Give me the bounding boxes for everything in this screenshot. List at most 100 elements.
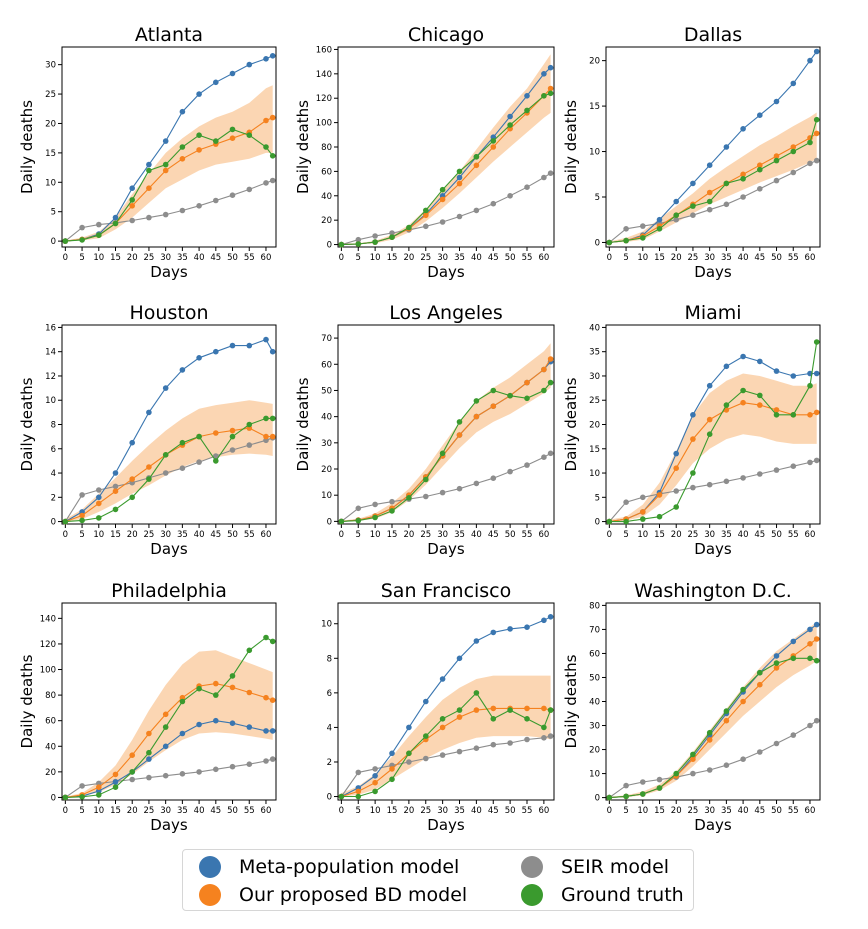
philadelphia-ytick-label: 100 [40,666,56,676]
legend-item-truth: Ground truth [521,882,684,908]
philadelphia-truth-line [65,636,273,798]
los-angeles-truth-point [473,398,480,404]
san-francisco-truth-point [473,690,480,696]
los-angeles-truth-point [456,419,463,425]
chicago-ytick-label: 20 [321,216,332,226]
legend-item-seir: SEIR model [521,854,669,880]
san-francisco-truth-point [389,776,395,783]
miami-xtick-label: 40 [738,530,749,540]
dallas-xtick-label: 55 [788,253,799,263]
miami-xlabel: Days [694,540,732,558]
chicago-seir-point [439,219,446,225]
houston-xtick-label: 25 [144,530,155,540]
dallas-ylabel: Daily deaths [562,100,580,194]
los-angeles-xtick-label: 25 [420,530,431,540]
los-angeles-seir-point [372,501,378,508]
miami-xtick-label: 60 [805,530,816,540]
miami-seir-line [608,459,817,522]
atlanta-xtick-label: 60 [261,253,272,263]
los-angeles-ytick-label: 30 [321,439,332,449]
san-francisco-meta-point [524,624,530,630]
philadelphia-bd-point [246,689,253,696]
philadelphia-bd-line [65,683,273,798]
atlanta-seir-point [196,203,202,209]
atlanta-seir-point [129,217,135,224]
philadelphia-seir-point [129,776,135,783]
dallas-bd-line [609,132,818,244]
dallas-xtick-label: 5 [623,253,628,263]
san-francisco-seir-point [406,759,412,765]
atlanta-xtick-label: 40 [194,253,205,263]
philadelphia-truth-point [112,784,119,790]
los-angeles-xtick-label: 15 [387,530,398,540]
dallas-truth-point [790,148,797,155]
houston-xtick-label: 10 [93,530,104,540]
chicago-ytick-label: 120 [316,94,332,104]
atlanta-xtick-label: 50 [227,253,238,263]
houston-bd-point [96,500,102,507]
los-angeles-seir-point [541,454,547,461]
houston-truth-point [269,415,276,422]
dallas-truth-point [656,226,663,232]
washington-d-c-xtick-label: 10 [637,806,648,816]
houston-xtick-label: 60 [261,530,272,540]
washington-d-c-truth-point [773,660,780,666]
chicago-seir-point [490,200,497,207]
san-francisco-seir-point [439,752,446,758]
dallas-truth-point [640,235,646,241]
philadelphia-truth-point [62,794,69,801]
los-angeles-truth-point [423,476,429,483]
philadelphia-truth-point [196,685,202,692]
atlanta-ylabel: Daily deaths [18,100,36,194]
dallas-seir-point [640,223,646,229]
chicago-bd-point [439,196,446,203]
los-angeles-seir-point [355,505,362,512]
san-francisco-seir-point [456,748,463,755]
san-francisco-bd-point [473,707,480,713]
houston-bd-point [213,430,219,436]
san-francisco-bd-point [439,724,446,731]
houston-ytick-label: 12 [45,372,56,382]
washington-d-c-seir-point [790,732,797,738]
atlanta-bd-point [146,185,152,191]
houston-truth-point [229,433,236,440]
los-angeles-plot-frame [337,324,555,525]
atlanta-truth-point [229,126,236,133]
atlanta-bd-point [129,203,135,209]
miami-seir-point [807,459,813,466]
dallas-seir-point [706,206,713,213]
legend-swatch-bd [199,884,221,906]
philadelphia-truth-point [213,692,219,698]
atlanta-ytick-label: 0 [51,237,56,247]
philadelphia-ytick-label: 140 [40,614,56,624]
san-francisco-meta-point [372,773,378,779]
chicago-ytick-label: 140 [316,70,332,80]
philadelphia-seir-point [229,763,236,770]
dallas-seir-point [690,212,696,218]
washington-d-c-seir-point [773,740,780,747]
philadelphia-truth-point [162,724,169,730]
washington-d-c-seir-point [690,770,696,777]
philadelphia-xtick-label: 35 [177,806,188,816]
houston-xtick-label: 50 [227,530,238,540]
houston-ytick-label: 8 [51,421,56,431]
los-angeles-truth-point [541,387,547,394]
houston-truth-point [96,515,102,521]
philadelphia-truth-point [146,749,152,756]
dallas-xtick-label: 20 [671,253,682,263]
miami-seir-point [723,478,730,485]
atlanta-ytick-label: 30 [45,61,56,71]
washington-d-c-truth-point [690,751,696,758]
philadelphia-truth-point [79,794,85,800]
houston-truth-point [263,415,269,422]
san-francisco-truth-point [456,707,463,713]
atlanta-ytick-label: 15 [45,149,56,159]
los-angeles-seir-point [439,489,446,496]
philadelphia-xtick-label: 10 [93,806,104,816]
los-angeles-xtick-label: 45 [488,530,499,540]
dallas-meta-point [757,112,763,118]
dallas-truth-point [723,180,730,187]
los-angeles-truth-point [372,514,378,521]
atlanta-seir-point [179,207,186,214]
los-angeles-bd-point [524,379,530,386]
